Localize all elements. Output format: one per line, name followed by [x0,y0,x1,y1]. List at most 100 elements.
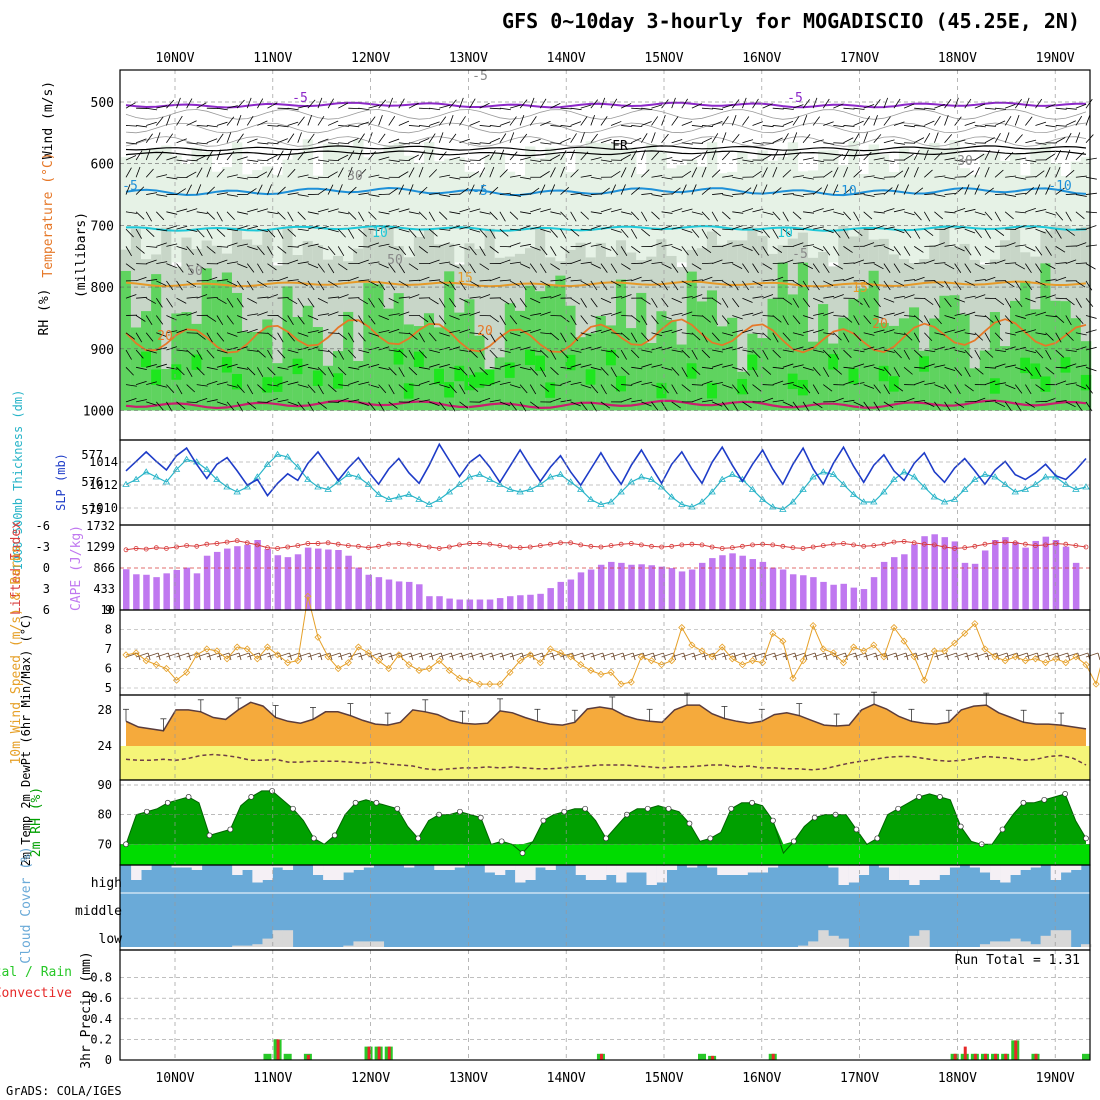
wind-barb [459,138,471,144]
wind-speed-marker [900,637,908,645]
wind-speed-marker [445,666,453,675]
wind-barb [792,211,802,220]
wind-barb [823,121,834,126]
wind-barb [499,349,511,353]
wind-barb [600,226,612,230]
wind-barb [621,397,632,403]
wind-barb [509,211,519,220]
rh-tick: 80 [98,808,112,822]
wind-barb [924,297,934,306]
wind-barb [570,381,582,385]
wind-barb [125,398,137,403]
wind-barb [590,211,602,214]
rh-bright-shade [656,382,667,399]
wind-barb [1005,364,1016,368]
cloud-high-gap [616,865,627,883]
wind-barb [681,280,692,287]
thickness-marker [637,473,646,480]
wind-barb [1065,107,1077,110]
wind-barb [267,125,279,127]
wind-barb [610,296,622,299]
wind-barb [802,280,810,291]
wind-tick: 5 [105,681,112,695]
wind-barb [206,276,218,282]
wind-barb [843,315,853,323]
wind-barb [995,193,1007,195]
wind-barb [388,159,400,162]
wind-barb [701,137,713,144]
wind-barb [772,150,779,161]
wind-barb [620,228,629,238]
wind-barb [145,168,154,178]
wind-barb [479,384,491,387]
cape-bar [981,550,989,610]
wind-barb [328,401,340,403]
rh-green-shade [626,328,637,411]
wind-barb [651,315,659,325]
wind-barb [863,384,875,389]
rh-marker [331,832,338,839]
wind-barb [257,332,269,334]
rh-green-shade [777,262,789,411]
wind-barb [984,366,996,369]
wind-barb [186,311,198,316]
wind-barb [661,133,669,143]
wind-barb [651,280,662,287]
wind-barb [1025,280,1033,291]
wind-speed-marker [183,668,191,676]
wind-barb [570,169,579,178]
wind-barb [1055,380,1067,385]
surface-wind-barb [1055,652,1068,658]
precip-convective-bar [276,1039,280,1060]
wind-barb [328,228,339,233]
wind-barb [368,228,380,231]
lifted-index-marker [254,542,260,548]
rh-bright-shade [737,378,748,395]
wind-barb [236,133,244,143]
wind-barb [479,367,488,376]
wind-barb [934,384,945,389]
wind-barb [307,384,316,394]
wind-barb [226,132,232,143]
wind-barb [1075,364,1087,368]
wind-barb [691,103,703,109]
wind-barb [1035,121,1047,126]
wind-barb [287,315,294,326]
wind-barb [459,280,466,291]
wind-barb [803,211,815,214]
wind-barb [358,381,370,385]
rh-light-shade [383,145,394,263]
wind-barb [984,276,996,282]
wind-barb [519,280,527,291]
wind-barb [550,154,561,161]
wind-barb [712,349,723,353]
wind-barb [641,279,653,282]
wind-barb [438,211,448,220]
wind-barb [550,332,560,341]
wind-barb [580,228,592,231]
wind-speed-marker [142,657,150,665]
wind-speed-marker [637,653,645,661]
wind-barb [530,138,541,144]
wind-barb [914,366,926,369]
wind-barb [671,280,679,291]
thickness-marker [950,495,959,502]
surface-wind-barb [752,652,765,658]
wind-barb [792,364,804,368]
wind-barb [1075,152,1085,161]
wind-barb [469,263,476,274]
wind-barb [146,401,157,406]
wind-barb [782,133,789,143]
wind-barb [681,384,691,392]
wind-barb [297,384,309,388]
wind-barb [479,246,486,257]
wind-barb [873,263,884,270]
rh-marker [310,835,317,842]
wind-barb [469,296,481,299]
wind-barb [1085,384,1093,394]
wind-barb [934,297,941,308]
wind-barb [621,384,633,386]
wind-barb [681,142,693,145]
wind-barb [903,246,911,256]
wind-barb [1045,397,1057,403]
